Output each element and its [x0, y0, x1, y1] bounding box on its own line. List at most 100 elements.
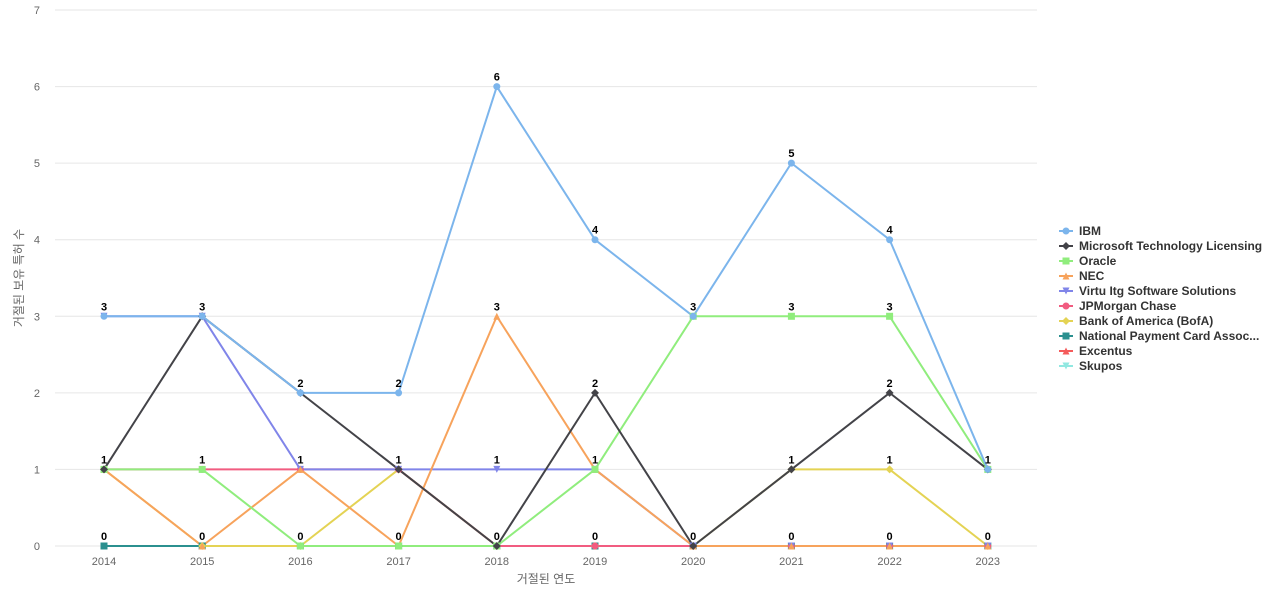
data-label: 1	[101, 454, 107, 466]
series-line-ibm	[104, 85, 989, 470]
data-point-ibm[interactable]	[886, 236, 894, 244]
legend-marker	[1062, 227, 1070, 235]
legend-marker	[1062, 242, 1070, 250]
legend-marker	[1062, 257, 1070, 265]
data-label: 1	[887, 454, 893, 466]
data-label: 1	[396, 454, 402, 466]
data-label: 3	[690, 301, 696, 313]
series-markers	[100, 83, 992, 550]
data-point-oracle[interactable]	[787, 312, 795, 320]
legend-item-oracle[interactable]: Oracle	[1059, 254, 1117, 268]
legend-item-national-payment-card-assoc[interactable]: National Payment Card Assoc...	[1059, 329, 1259, 343]
y-tick-label: 7	[34, 5, 40, 17]
data-point-oracle[interactable]	[886, 312, 894, 320]
data-point-oracle[interactable]	[591, 465, 599, 473]
legend-item-skupos[interactable]: Skupos	[1059, 359, 1123, 373]
data-point-oracle[interactable]	[395, 542, 403, 550]
data-label: 0	[396, 531, 402, 543]
data-point-ibm[interactable]	[395, 389, 403, 397]
data-label: 4	[592, 225, 599, 237]
legend-marker	[1062, 287, 1070, 295]
data-label: 0	[101, 531, 107, 543]
data-point-ibm[interactable]	[984, 465, 992, 473]
x-axis-title: 거절된 연도	[517, 572, 576, 586]
data-label: 6	[494, 72, 500, 84]
data-point-microsoft-technology-licensing[interactable]	[100, 465, 108, 474]
x-tick-label: 2014	[92, 556, 116, 568]
data-point-national-payment-card-assoc[interactable]	[100, 542, 108, 550]
data-point-microsoft-technology-licensing[interactable]	[885, 388, 894, 397]
data-point-microsoft-technology-licensing[interactable]	[787, 465, 796, 474]
x-tick-label: 2016	[288, 556, 312, 568]
legend-item-microsoft-technology-licensing[interactable]: Microsoft Technology Licensing	[1059, 239, 1262, 253]
data-label: 3	[887, 301, 893, 313]
x-tick-label: 2019	[583, 556, 607, 568]
x-axis: 2014 2015 2016 2017 2018 2019 2020 2021 2022 2023	[92, 556, 1000, 568]
series-line-microsoft-technology-licensing	[103, 315, 989, 547]
data-label: 1	[494, 454, 500, 466]
legend-item-jpmorgan-chase[interactable]: JPMorgan Chase	[1059, 299, 1177, 313]
legend-label: Virtu Itg Software Solutions	[1079, 284, 1236, 298]
data-label: 0	[297, 531, 303, 543]
data-point-ibm[interactable]	[591, 236, 599, 244]
data-point-nec[interactable]	[198, 542, 206, 550]
y-tick-label: 2	[34, 388, 40, 400]
series-line-virtu-itg-software-solutions	[104, 315, 988, 547]
data-label: 0	[788, 531, 794, 543]
y-tick-label: 1	[34, 464, 40, 476]
data-label: 0	[887, 531, 893, 543]
data-label: 3	[788, 301, 794, 313]
legend-marker	[1062, 302, 1070, 310]
data-point-microsoft-technology-licensing[interactable]	[492, 542, 501, 550]
data-label: 0	[494, 531, 500, 543]
legend-marker	[1062, 362, 1070, 370]
data-point-ibm[interactable]	[296, 389, 304, 397]
series-line-oracle	[104, 315, 989, 547]
data-label: 2	[592, 378, 598, 390]
legend-item-excentus[interactable]: Excentus	[1059, 344, 1133, 358]
legend-label: IBM	[1079, 224, 1101, 238]
data-labels: 3 1 0 3 1 0 2 1 0 2 1 0 6 3 1 0 4 2 1 0 3 0 5 3 1 0 4 3 2 1 0 1 0	[101, 72, 991, 543]
data-point-oracle[interactable]	[296, 542, 304, 550]
legend-label: NEC	[1079, 269, 1105, 283]
data-point-jpmorgan-chase[interactable]	[591, 542, 599, 550]
series-line-nec	[103, 315, 988, 547]
data-label: 1	[788, 454, 794, 466]
legend-marker	[1062, 317, 1070, 325]
data-point-microsoft-technology-licensing[interactable]	[394, 465, 403, 474]
data-point-ibm[interactable]	[787, 159, 795, 167]
data-point-ibm[interactable]	[198, 312, 206, 320]
data-point-ibm[interactable]	[100, 312, 108, 320]
legend-item-ibm[interactable]: IBM	[1059, 224, 1101, 238]
legend-marker	[1062, 332, 1070, 340]
legend-item-bank-of-america-bofa[interactable]: Bank of America (BofA)	[1059, 314, 1213, 328]
data-point-ibm[interactable]	[493, 83, 501, 91]
data-label: 4	[887, 225, 894, 237]
legend-label: National Payment Card Assoc...	[1079, 329, 1259, 343]
data-point-microsoft-technology-licensing[interactable]	[591, 388, 599, 397]
data-point-nec[interactable]	[886, 542, 894, 550]
data-point-bank-of-america-bofa[interactable]	[885, 465, 894, 474]
y-tick-label: 6	[34, 82, 40, 94]
data-point-microsoft-technology-licensing[interactable]	[689, 542, 698, 550]
data-point-oracle[interactable]	[198, 465, 206, 473]
data-point-nec[interactable]	[787, 542, 795, 550]
legend-item-virtu-itg-software-solutions[interactable]: Virtu Itg Software Solutions	[1059, 284, 1236, 298]
data-label: 3	[494, 301, 500, 313]
data-label: 1	[199, 454, 205, 466]
y-tick-label: 0	[34, 541, 40, 553]
series-lines	[103, 85, 989, 547]
data-point-nec[interactable]	[493, 312, 501, 320]
legend-item-nec[interactable]: NEC	[1059, 269, 1105, 283]
legend-label: Skupos	[1079, 359, 1123, 373]
data-point-ibm[interactable]	[689, 312, 697, 320]
data-label: 2	[887, 378, 893, 390]
data-point-nec[interactable]	[984, 542, 992, 550]
data-point-nec[interactable]	[296, 465, 304, 473]
data-label: 1	[592, 454, 598, 466]
x-tick-label: 2022	[877, 556, 901, 568]
data-point-virtu-itg-software-solutions[interactable]	[493, 465, 501, 473]
data-label: 2	[297, 378, 303, 390]
data-label: 2	[396, 378, 402, 390]
